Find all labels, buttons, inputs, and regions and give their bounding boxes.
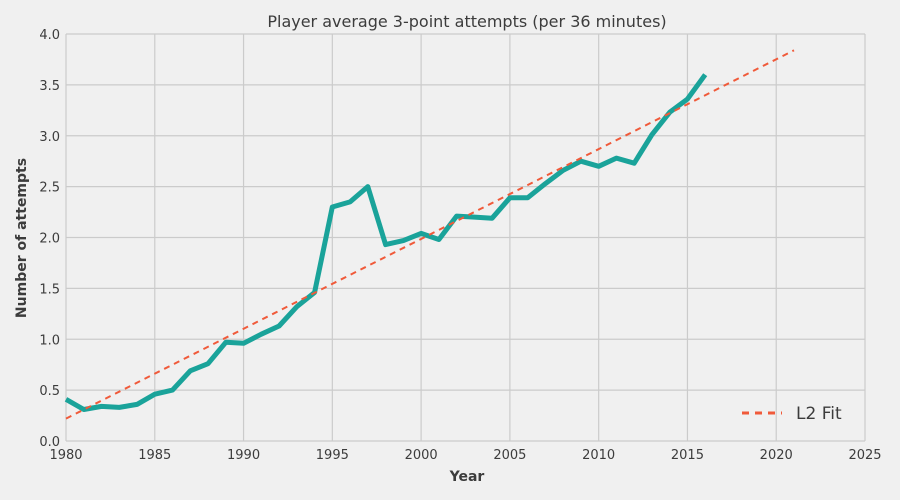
y-tick-label: 1.5 [39, 282, 60, 297]
x-tick-label: 1985 [138, 448, 171, 463]
x-tick-label: 2020 [760, 448, 793, 463]
fit-line [65, 49, 795, 420]
tick-labels: 1980 1985 1990 1995 2000 2005 2010 2015 2020 2025… [39, 28, 881, 463]
y-tick-label: 2.0 [39, 232, 60, 247]
y-tick-label: 0.0 [39, 435, 60, 450]
grid [65, 33, 866, 442]
x-tick-label: 1990 [227, 448, 260, 463]
attempts-line [64, 73, 708, 412]
y-tick-label: 0.5 [39, 384, 60, 399]
legend: L2 Fit [742, 404, 842, 424]
legend-label-l2-fit: L2 Fit [796, 404, 842, 424]
y-tick-label: 2.5 [39, 181, 60, 196]
x-tick-label: 2005 [493, 448, 526, 463]
x-tick-label: 2025 [848, 448, 881, 463]
series-lines [64, 49, 795, 420]
y-axis-label: Number of attempts [14, 158, 30, 318]
x-tick-label: 2000 [405, 448, 438, 463]
x-tick-label: 1995 [316, 448, 349, 463]
y-tick-label: 3.5 [39, 79, 60, 94]
y-tick-label: 1.0 [39, 333, 60, 348]
y-tick-label: 3.0 [39, 130, 60, 145]
x-axis-label: Year [449, 469, 485, 485]
x-tick-label: 1980 [49, 448, 82, 463]
y-tick-label: 4.0 [39, 28, 60, 43]
x-tick-label: 2010 [582, 448, 615, 463]
chart-title: Player average 3-point attempts (per 36 … [267, 12, 666, 31]
x-tick-label: 2015 [671, 448, 704, 463]
